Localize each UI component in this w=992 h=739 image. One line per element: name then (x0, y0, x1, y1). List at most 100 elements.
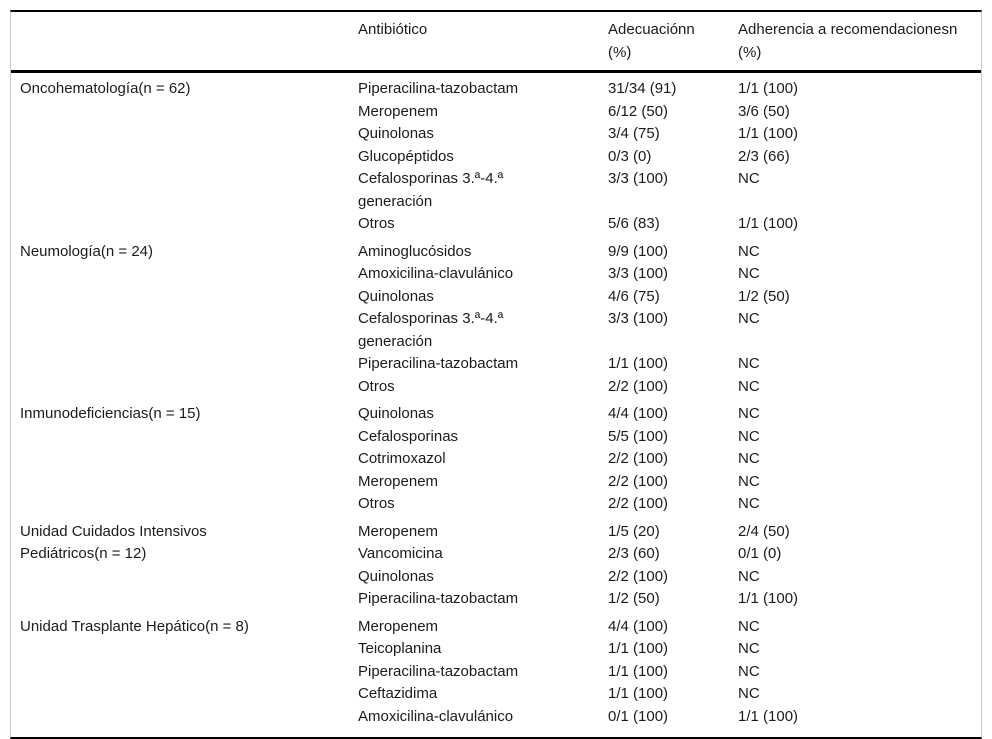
table-row: Meropenem 2/2 (100) NC (11, 471, 981, 494)
table-row: Ceftazidima 1/1 (100) NC (11, 683, 981, 706)
table-row: Piperacilina-tazobactam 1/1 (100) NC (11, 353, 981, 376)
header-row: Antibiótico Adecuaciónn (%) Adherencia a… (11, 12, 981, 73)
antibiotic-cell: Meropenem (358, 472, 439, 490)
adequacy-cell: 2/2 (100) (608, 567, 669, 585)
unit-cell: Unidad Cuidados Intensivos Pediátricos(n… (20, 522, 207, 563)
table-row: Amoxicilina-clavulánico 0/1 (100) 1/1 (100… (11, 706, 981, 738)
antibiotic-cell: Cotrimoxazol (358, 450, 446, 467)
table-row: Oncohematología(n = 62) Piperacilina-tazo… (11, 72, 981, 101)
adherence-cell: NC (738, 310, 760, 327)
adherence-cell: 1/1 (100) (738, 125, 799, 142)
header-unit-column (11, 12, 358, 73)
adherence-cell: NC (738, 450, 760, 467)
antibiotic-cell: Piperacilina-tazobactam (358, 590, 519, 607)
adherence-cell: 2/4 (50) (738, 522, 790, 540)
adherence-cell: 2/3 (66) (738, 147, 790, 165)
table-row: Otros 5/6 (83) 1/1 (100) (11, 213, 981, 236)
adherence-cell: NC (738, 472, 760, 490)
adequacy-cell: 2/2 (100) (608, 472, 669, 490)
adequacy-cell: 3/3 (100) (608, 310, 669, 327)
antibiotic-cell: Ceftazidima (358, 685, 438, 702)
antibiotic-cell: Teicoplanina (358, 640, 442, 657)
adherence-cell: 1/1 (100) (738, 590, 799, 607)
table-body: Oncohematología(n = 62) Piperacilina-tazo… (11, 72, 981, 738)
antibiotic-cell: Meropenem (358, 522, 439, 540)
antibiotic-cell: Cefalosporinas 3.ª-4.ª generación (358, 170, 504, 210)
adherence-cell: NC (738, 662, 760, 680)
antibiotic-cell: Quinolonas (358, 125, 434, 142)
table-row: Quinolonas 4/6 (75) 1/2 (50) (11, 286, 981, 309)
adherence-cell: NC (738, 405, 760, 422)
unit-cell: Oncohematología(n = 62) (20, 80, 191, 97)
adherence-cell: NC (738, 355, 760, 372)
table-row: Vancomicina 2/3 (60) 0/1 (0) (11, 543, 981, 566)
adequacy-cell: 5/6 (83) (608, 215, 660, 232)
header-adequacy: Adecuaciónn (%) (608, 12, 738, 73)
antibiotic-cell: Glucopéptidos (358, 147, 454, 165)
adequacy-cell: 2/2 (100) (608, 450, 669, 467)
adequacy-cell: 1/1 (100) (608, 640, 669, 657)
antibiotic-cell: Aminoglucósidos (358, 242, 472, 260)
antibiotic-cell: Meropenem (358, 102, 439, 120)
table-row: Amoxicilina-clavulánico 3/3 (100) NC (11, 263, 981, 286)
adequacy-cell: 1/1 (100) (608, 355, 669, 372)
antibiotic-cell: Otros (358, 377, 395, 395)
antibiotic-cell: Quinolonas (358, 567, 434, 585)
adequacy-cell: 1/5 (20) (608, 522, 660, 540)
adequacy-cell: 0/3 (0) (608, 147, 652, 165)
adequacy-cell: 2/3 (60) (608, 545, 660, 562)
table-row: Inmunodeficiencias(n = 15) Quinolonas 4/4 … (11, 398, 981, 426)
unit-cell: Inmunodeficiencias(n = 15) (20, 405, 201, 422)
adherence-cell: NC (738, 242, 760, 260)
table-row: Glucopéptidos 0/3 (0) 2/3 (66) (11, 146, 981, 169)
antibiotic-cell: Piperacilina-tazobactam (358, 662, 519, 680)
antibiotic-cell: Otros (358, 495, 395, 512)
unit-cell: Unidad Trasplante Hepático(n = 8) (20, 617, 249, 635)
adequacy-cell: 2/2 (100) (608, 495, 669, 512)
table-row: Otros 2/2 (100) NC (11, 376, 981, 399)
adherence-cell: NC (738, 377, 760, 395)
table-row: Quinolonas 3/4 (75) 1/1 (100) (11, 123, 981, 146)
adequacy-cell: 2/2 (100) (608, 377, 669, 395)
adequacy-cell: 9/9 (100) (608, 242, 669, 260)
adherence-cell: NC (738, 170, 760, 187)
table-row: Neumología(n = 24) Aminoglucósidos 9/9 (10… (11, 236, 981, 264)
adequacy-cell: 31/34 (91) (608, 80, 677, 97)
antibiotic-table-container: Antibiótico Adecuaciónn (%) Adherencia a… (10, 10, 982, 739)
adequacy-cell: 3/3 (100) (608, 265, 669, 282)
antibiotic-cell: Cefalosporinas (358, 427, 459, 445)
adequacy-cell: 5/5 (100) (608, 427, 669, 445)
table-row: Piperacilina-tazobactam 1/1 (100) NC (11, 661, 981, 684)
antibiotic-cell: Piperacilina-tazobactam (358, 355, 519, 372)
adherence-cell: 1/2 (50) (738, 287, 790, 305)
antibiotic-cell: Cefalosporinas 3.ª-4.ª generación (358, 310, 504, 350)
unit-cell: Neumología(n = 24) (20, 242, 153, 260)
antibiotic-adequacy-table: Antibiótico Adecuaciónn (%) Adherencia a… (11, 12, 981, 737)
adherence-cell: NC (738, 265, 760, 282)
adherence-cell: NC (738, 567, 760, 585)
adherence-cell: NC (738, 617, 760, 635)
adequacy-cell: 3/3 (100) (608, 170, 669, 187)
antibiotic-cell: Quinolonas (358, 287, 434, 305)
table-row: Unidad Trasplante Hepático(n = 8) Meropen… (11, 611, 981, 639)
adherence-cell: 0/1 (0) (738, 545, 782, 562)
table-row: Cefalosporinas 3.ª-4.ª generación 3/3 (10… (11, 308, 981, 353)
header-antibiotic: Antibiótico (358, 12, 608, 73)
adherence-cell: NC (738, 495, 760, 512)
adequacy-cell: 6/12 (50) (608, 102, 669, 120)
table-row: Otros 2/2 (100) NC (11, 493, 981, 516)
table-row: Meropenem 6/12 (50) 3/6 (50) (11, 101, 981, 124)
table-row: Unidad Cuidados Intensivos Pediátricos(n… (11, 516, 981, 563)
adherence-cell: 1/1 (100) (738, 707, 799, 725)
adherence-cell: 1/1 (100) (738, 215, 799, 232)
adherence-cell: NC (738, 685, 760, 702)
table-row: Cefalosporinas 5/5 (100) NC (11, 426, 981, 449)
table-row: Quinolonas 2/2 (100) NC (11, 566, 981, 589)
adequacy-cell: 4/6 (75) (608, 287, 660, 305)
adequacy-cell: 1/2 (50) (608, 590, 660, 607)
table-row: Cefalosporinas 3.ª-4.ª generación 3/3 (10… (11, 168, 981, 213)
table-row: Piperacilina-tazobactam 1/2 (50) 1/1 (100) (11, 588, 981, 611)
adequacy-cell: 0/1 (100) (608, 707, 669, 725)
antibiotic-cell: Vancomicina (358, 545, 443, 562)
header-adherence: Adherencia a recomendacionesn (%) (738, 12, 981, 73)
